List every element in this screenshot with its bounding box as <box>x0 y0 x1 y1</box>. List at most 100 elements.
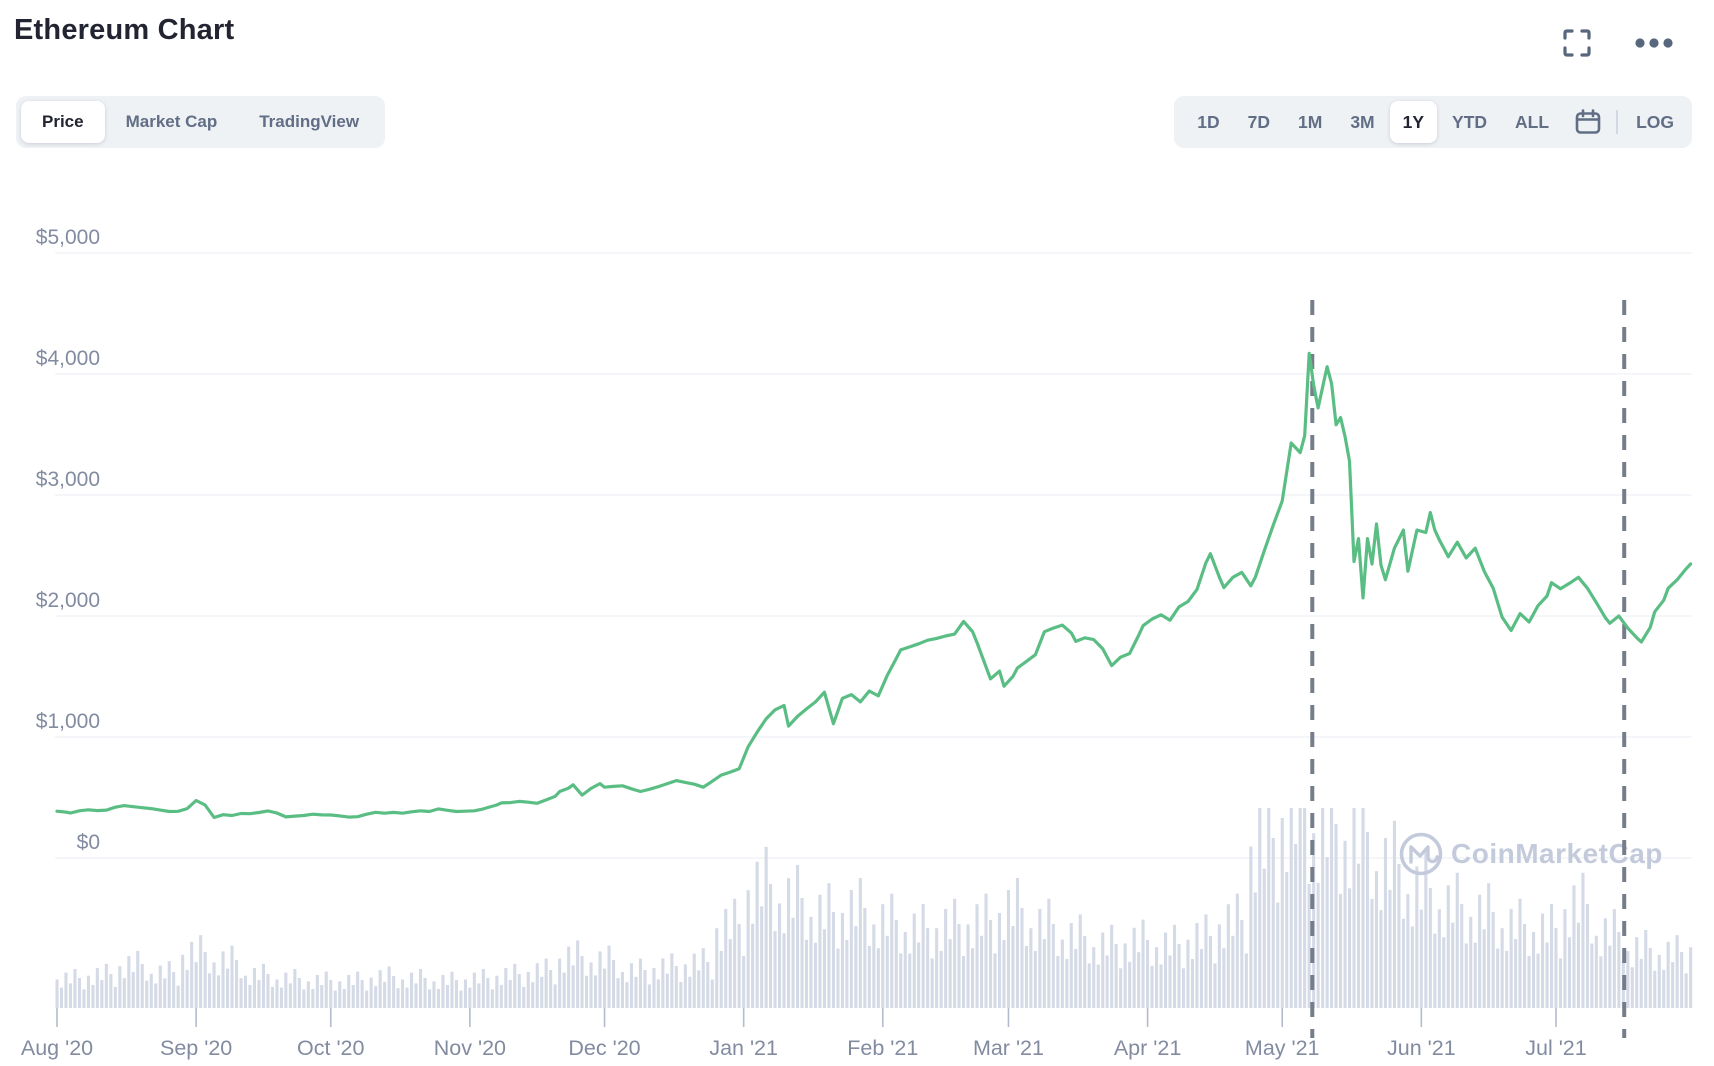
volume-bar <box>1532 932 1536 1008</box>
volume-bar <box>1523 924 1527 1008</box>
volume-bar <box>136 950 140 1008</box>
volume-bar <box>1150 965 1154 1008</box>
volume-bar <box>540 976 544 1008</box>
volume-bar <box>1137 952 1141 1008</box>
volume-bar <box>1365 832 1369 1008</box>
volume-bar <box>154 983 158 1008</box>
volume-bar <box>890 893 894 1008</box>
volume-bar <box>77 978 81 1008</box>
volume-bar <box>199 935 203 1008</box>
volume-bar <box>1675 935 1679 1008</box>
volume-bar <box>894 920 898 1008</box>
tab-price[interactable]: Price <box>21 101 105 143</box>
volume-bar <box>459 990 463 1008</box>
volume-bar <box>311 989 315 1008</box>
volume-bar <box>1464 943 1468 1008</box>
volume-bar <box>1599 956 1603 1008</box>
volume-bar <box>248 984 252 1008</box>
volume-bar <box>1433 933 1437 1008</box>
volume-bar <box>414 983 418 1008</box>
range-3m[interactable]: 3M <box>1337 101 1387 143</box>
volume-bar <box>1110 924 1114 1008</box>
volume-bar <box>1437 909 1441 1008</box>
volume-bar <box>616 978 620 1008</box>
fullscreen-icon[interactable] <box>1562 28 1592 58</box>
volume-bar <box>1141 919 1145 1008</box>
volume-bar <box>1330 808 1334 1008</box>
range-1d[interactable]: 1D <box>1184 101 1232 143</box>
volume-bar <box>1155 947 1159 1008</box>
volume-bar <box>822 929 826 1008</box>
volume-bar <box>104 963 108 1008</box>
volume-bar <box>401 979 405 1008</box>
volume-bar <box>944 908 948 1008</box>
volume-bar <box>1029 928 1033 1008</box>
date-range-selector: 1D 7D 1M 3M 1Y YTD ALL LOG <box>1174 96 1692 148</box>
volume-bar <box>876 948 880 1008</box>
volume-bar <box>1392 820 1396 1008</box>
range-1y[interactable]: 1Y <box>1389 101 1438 143</box>
volume-bar <box>1397 864 1401 1008</box>
volume-bar <box>261 963 265 1008</box>
tab-tradingview[interactable]: TradingView <box>238 101 380 143</box>
volume-bar <box>800 898 804 1008</box>
volume-bar <box>1473 942 1477 1008</box>
volume-bar <box>710 979 714 1008</box>
volume-bar <box>239 978 243 1008</box>
volume-bar <box>472 972 476 1008</box>
volume-bar <box>342 989 346 1008</box>
volume-bar <box>387 966 391 1008</box>
volume-bar <box>1204 914 1208 1008</box>
volume-bar <box>755 861 759 1008</box>
volume-bar <box>589 962 593 1008</box>
volume-bar <box>477 983 481 1008</box>
calendar-icon[interactable] <box>1574 108 1602 136</box>
volume-bar <box>513 963 517 1008</box>
more-options-icon[interactable] <box>1634 37 1674 49</box>
volume-bar <box>1173 924 1177 1008</box>
range-1m[interactable]: 1M <box>1285 101 1335 143</box>
volume-bar <box>1451 922 1455 1008</box>
volume-bar <box>235 960 239 1008</box>
volume-bar <box>594 975 598 1008</box>
volume-bar <box>1424 852 1428 1008</box>
volume-bar <box>1168 955 1172 1008</box>
volume-bar <box>59 987 63 1008</box>
volume-bar <box>1190 959 1194 1008</box>
volume-bar <box>1671 962 1675 1008</box>
range-ytd[interactable]: YTD <box>1439 101 1500 143</box>
volume-bar <box>1226 904 1230 1008</box>
volume-bar <box>939 950 943 1008</box>
volume-bar <box>787 878 791 1008</box>
volume-bar <box>526 971 530 1008</box>
x-axis-label: Sep '20 <box>160 1036 232 1060</box>
volume-bar <box>1379 910 1383 1008</box>
volume-bar <box>1159 964 1163 1008</box>
volume-bar <box>576 940 580 1008</box>
volume-bar <box>899 953 903 1008</box>
range-all[interactable]: ALL <box>1502 101 1562 143</box>
volume-bar <box>266 974 270 1008</box>
volume-bar <box>481 969 485 1008</box>
volume-bar <box>1244 953 1248 1008</box>
volume-bar <box>1208 936 1212 1008</box>
volume-bar <box>849 890 853 1008</box>
volume-bar <box>1105 955 1109 1008</box>
volume-bar <box>1505 950 1509 1008</box>
coinmarketcap-logo-icon <box>1399 832 1443 876</box>
volume-bar <box>217 975 221 1008</box>
volume-bar <box>688 976 692 1008</box>
volume-bar <box>1415 866 1419 1008</box>
volume-bar <box>1069 923 1073 1008</box>
volume-bar <box>486 978 490 1008</box>
tab-market-cap[interactable]: Market Cap <box>105 101 239 143</box>
volume-bar <box>1294 844 1298 1008</box>
volume-bar <box>1253 892 1257 1008</box>
log-scale-toggle[interactable]: LOG <box>1628 112 1682 133</box>
range-7d[interactable]: 7D <box>1235 101 1283 143</box>
y-axis-label: $1,000 <box>36 710 100 733</box>
volume-bar <box>95 967 99 1008</box>
volume-bar <box>764 846 768 1008</box>
volume-bar <box>1487 883 1491 1008</box>
